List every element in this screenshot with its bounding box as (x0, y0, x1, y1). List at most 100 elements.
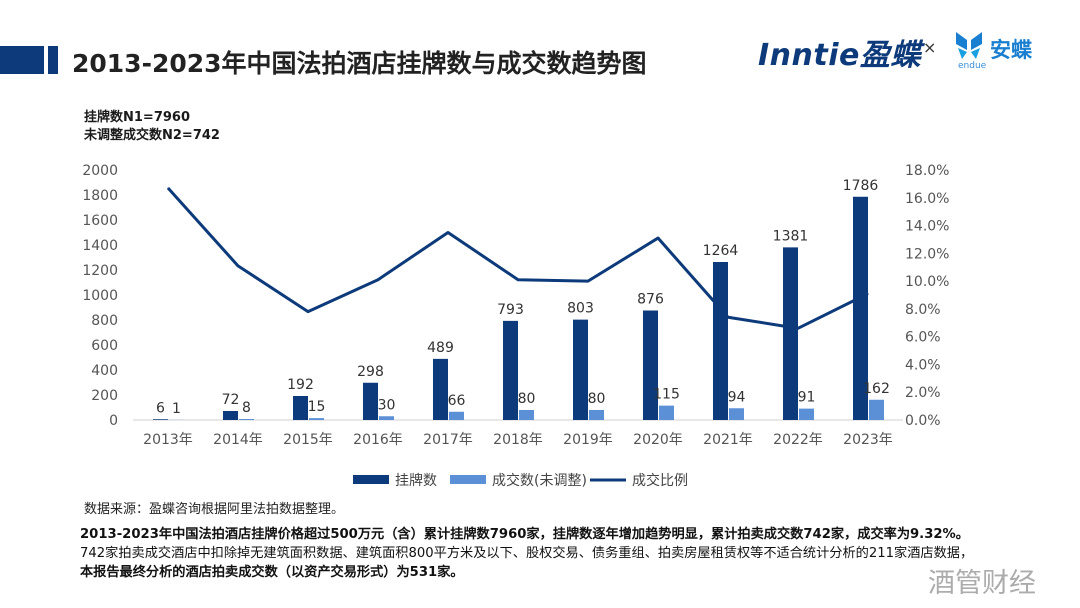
bar-listings (433, 358, 448, 420)
y-left-tick-label: 1400 (82, 238, 118, 254)
y-left-tick-label: 200 (91, 388, 118, 404)
point-deal-ratio (307, 311, 309, 313)
brand-logo-endue-sub: endue (958, 61, 987, 71)
bar-deals (589, 410, 604, 420)
data-label-listings: 6 (156, 400, 165, 416)
bar-listings (783, 247, 798, 420)
y-right-tick-label: 0.0% (905, 413, 941, 429)
bar-deals (729, 408, 744, 420)
legend-label-ratio: 成交比例 (632, 472, 688, 489)
page-title: 2013-2023年中国法拍酒店挂牌数与成交数趋势图 (72, 49, 647, 78)
bar-deals (519, 410, 534, 420)
data-label-deals: 91 (798, 390, 816, 406)
point-deal-ratio (657, 237, 659, 239)
y-left-tick-label: 400 (91, 363, 118, 379)
title-accent-bar-small (48, 46, 58, 74)
bar-deals (799, 408, 814, 420)
data-label-deals: 8 (242, 400, 251, 416)
data-label-deals: 1 (172, 401, 181, 417)
stat-listings-total: 挂牌数N1=7960 (84, 110, 190, 125)
y-left-tick-label: 0 (109, 413, 118, 429)
data-label-deals: 80 (588, 391, 606, 407)
data-label-listings: 1381 (773, 228, 809, 244)
bar-deals (659, 405, 674, 420)
data-label-listings: 72 (222, 392, 240, 408)
watermark: 酒管财经 (928, 568, 1036, 599)
bar-listings (573, 319, 588, 420)
stat-deals-total: 未调整成交数N2=742 (84, 128, 220, 143)
summary-normal: 742家拍卖成交酒店中扣除掉无建筑面积数据、建筑面积800平方米及以下、股权交易… (80, 546, 974, 561)
bar-deals (309, 418, 324, 420)
bar-deals (379, 416, 394, 420)
point-deal-ratio (377, 279, 379, 281)
data-label-deals: 94 (728, 389, 746, 405)
brand-logo-endue: 安蝶 (990, 38, 1032, 62)
bar-listings (713, 262, 728, 420)
data-label-listings: 876 (637, 292, 664, 308)
point-deal-ratio (727, 316, 729, 318)
data-label-listings: 803 (567, 301, 594, 317)
x-tick-label: 2017年 (423, 432, 473, 448)
x-tick-label: 2020年 (633, 432, 683, 448)
data-label-listings: 1786 (843, 178, 879, 194)
y-left-tick-label: 1800 (82, 188, 118, 204)
y-left-tick-label: 1000 (82, 288, 118, 304)
x-tick-label: 2018年 (493, 432, 543, 448)
x-tick-label: 2019年 (563, 432, 613, 448)
x-tick-label: 2023年 (843, 432, 893, 448)
data-label-deals: 80 (518, 391, 536, 407)
butterfly-logo-icon (956, 32, 982, 59)
bar-listings (293, 396, 308, 420)
y-left-tick-label: 1200 (82, 263, 118, 279)
bar-deals (449, 411, 464, 420)
y-left-tick-label: 1600 (82, 213, 118, 229)
point-deal-ratio (797, 327, 799, 329)
y-left-tick-label: 800 (91, 313, 118, 329)
point-deal-ratio (587, 280, 589, 282)
bar-listings (153, 419, 168, 420)
data-label-deals: 30 (378, 397, 396, 413)
summary-paragraph: 2013-2023年中国法拍酒店挂牌价格超过500万元（含）累计挂牌数7960家… (80, 525, 980, 582)
y-right-tick-label: 6.0% (905, 330, 941, 346)
data-label-deals: 66 (448, 393, 466, 409)
point-deal-ratio (517, 279, 519, 281)
data-label-deals: 15 (308, 399, 326, 415)
y-left-tick-label: 600 (91, 338, 118, 354)
legend-swatch-listings (353, 475, 389, 484)
point-deal-ratio (167, 187, 169, 189)
data-label-deals: 162 (863, 381, 890, 397)
data-label-listings: 1264 (703, 243, 739, 259)
y-right-tick-label: 10.0% (905, 274, 949, 290)
x-tick-label: 2013年 (143, 432, 193, 448)
brand-logo-inntie: Inntie盈蝶 (758, 38, 921, 73)
x-tick-label: 2015年 (283, 432, 333, 448)
legend-swatch-deals (450, 475, 486, 484)
summary-bold-2: 本报告最终分析的酒店拍卖成交数（以资产交易形式）为531家。 (80, 565, 464, 580)
data-label-listings: 793 (497, 302, 524, 318)
y-right-tick-label: 4.0% (905, 357, 941, 373)
y-right-tick-label: 12.0% (905, 246, 949, 262)
data-label-listings: 192 (287, 377, 314, 393)
y-right-tick-label: 16.0% (905, 191, 949, 207)
bar-listings (643, 310, 658, 420)
y-right-tick-label: 14.0% (905, 219, 949, 235)
y-left-tick-label: 2000 (82, 163, 118, 179)
x-tick-label: 2022年 (773, 432, 823, 448)
bar-listings (503, 320, 518, 420)
data-label-listings: 298 (357, 364, 384, 380)
data-source-note: 数据来源：盈蝶咨询根据阿里法拍数据整理。 (84, 502, 345, 517)
y-right-tick-label: 2.0% (905, 385, 941, 401)
legend-label-listings: 挂牌数 (395, 472, 437, 489)
brand-separator: × (923, 38, 937, 57)
point-deal-ratio (237, 265, 239, 267)
summary-bold-1: 2013-2023年中国法拍酒店挂牌价格超过500万元（含）累计挂牌数7960家… (80, 527, 969, 542)
bar-listings (853, 196, 868, 420)
data-label-listings: 489 (427, 340, 454, 356)
legend-label-deals: 成交数(未调整) (492, 472, 587, 489)
x-tick-label: 2021年 (703, 432, 753, 448)
title-accent-bar (0, 46, 44, 74)
y-right-tick-label: 18.0% (905, 163, 949, 179)
x-tick-label: 2016年 (353, 432, 403, 448)
bar-deals (869, 399, 884, 420)
